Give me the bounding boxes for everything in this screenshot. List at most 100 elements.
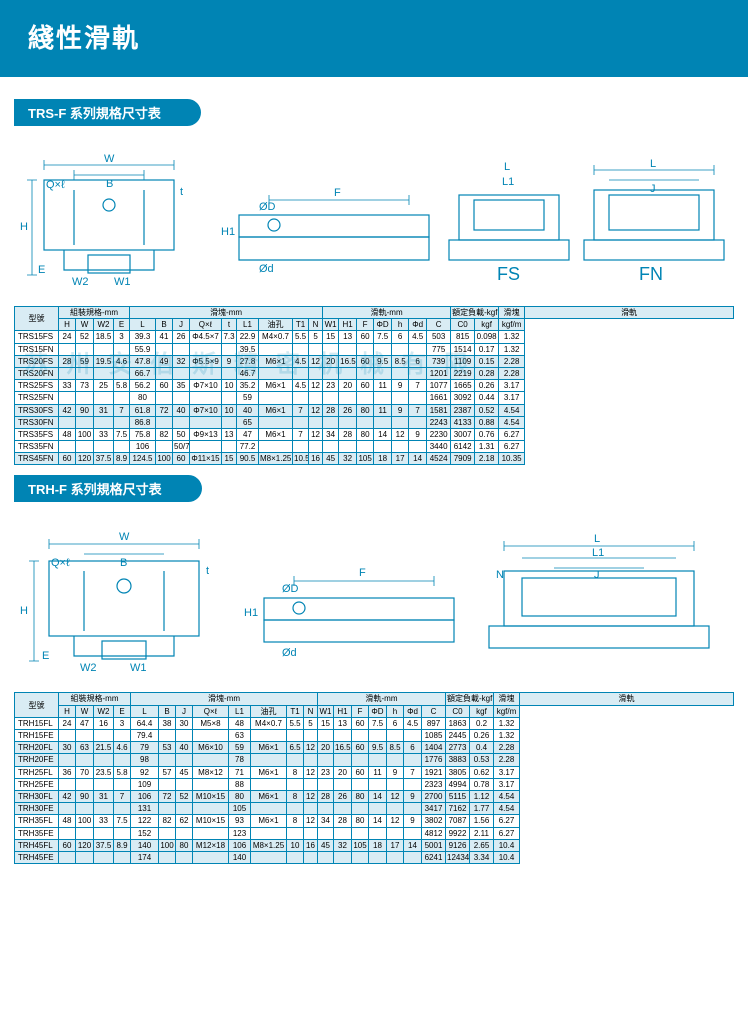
data-cell	[323, 392, 339, 404]
data-cell: 16	[304, 839, 318, 851]
data-cell	[94, 416, 114, 428]
data-cell	[190, 343, 222, 355]
table-row: TRS20FN66.746.7120122190.282.28	[15, 367, 734, 379]
data-cell: 20	[339, 380, 357, 392]
data-cell: 9126	[446, 839, 470, 851]
data-cell	[190, 416, 222, 428]
data-cell	[352, 827, 369, 839]
data-cell: 8.5	[392, 355, 409, 367]
model-cell: TRH25FE	[15, 778, 59, 790]
data-cell: 7	[293, 404, 309, 416]
data-cell	[76, 441, 94, 453]
data-cell: 4.6	[114, 355, 130, 367]
data-cell	[334, 827, 352, 839]
data-cell: 50	[173, 428, 190, 440]
svg-text:J: J	[650, 183, 656, 195]
data-cell: 23	[318, 766, 334, 778]
data-cell	[404, 827, 422, 839]
data-cell	[357, 416, 374, 428]
data-cell	[59, 730, 76, 742]
data-cell: 11	[369, 766, 387, 778]
data-cell: 1077	[427, 380, 451, 392]
data-cell: 1.32	[494, 717, 520, 729]
table-row: TRH25FL367023.55.8925745M8×1271M6×181223…	[15, 766, 734, 778]
data-cell	[374, 367, 392, 379]
data-cell: 80	[352, 790, 369, 802]
data-cell: 105	[357, 453, 374, 465]
data-cell: 23.5	[94, 766, 114, 778]
data-cell: 63	[76, 742, 94, 754]
data-cell	[374, 343, 392, 355]
data-cell: 40	[176, 742, 193, 754]
data-cell: 2.18	[475, 453, 499, 465]
col-header: kgf	[470, 705, 494, 717]
col-header: h	[387, 705, 404, 717]
col-header: W2	[94, 705, 114, 717]
data-cell: 16.5	[339, 355, 357, 367]
svg-text:Ød: Ød	[259, 263, 274, 275]
svg-text:W2: W2	[80, 662, 97, 674]
data-cell	[318, 778, 334, 790]
data-cell	[287, 827, 304, 839]
data-cell: 41	[156, 331, 173, 343]
svg-text:J: J	[594, 569, 600, 581]
data-cell: 12	[309, 355, 323, 367]
data-cell: 9	[222, 355, 237, 367]
data-cell	[193, 754, 229, 766]
table-row: TRH25FE10988232349940.783.17	[15, 778, 734, 790]
data-cell: M6×1	[251, 815, 287, 827]
data-cell	[357, 392, 374, 404]
data-cell: 5115	[446, 790, 470, 802]
data-cell: 1.56	[470, 815, 494, 827]
data-cell: 4133	[451, 416, 475, 428]
data-cell	[94, 803, 114, 815]
model-cell: TRH45FE	[15, 851, 59, 863]
data-cell: 17	[387, 839, 404, 851]
data-cell	[222, 343, 237, 355]
data-cell	[251, 778, 287, 790]
data-cell: 9	[392, 380, 409, 392]
data-cell: 80	[357, 404, 374, 416]
data-cell: 24	[59, 331, 76, 343]
data-cell: 1109	[451, 355, 475, 367]
data-cell: 36	[59, 766, 76, 778]
data-cell: 5.8	[114, 766, 131, 778]
data-cell	[293, 416, 309, 428]
model-cell: TRH35FL	[15, 815, 59, 827]
data-cell	[334, 851, 352, 863]
data-cell	[76, 754, 94, 766]
data-cell: 3.34	[470, 851, 494, 863]
data-cell: 53	[159, 742, 176, 754]
data-cell: 25	[94, 380, 114, 392]
data-cell: 60	[352, 766, 369, 778]
data-cell: 80	[130, 392, 156, 404]
data-cell	[287, 778, 304, 790]
data-cell: 13	[334, 717, 352, 729]
data-cell: 7	[114, 790, 131, 802]
data-cell	[76, 367, 94, 379]
data-cell: 14	[374, 428, 392, 440]
data-cell: 66.7	[130, 367, 156, 379]
data-cell	[156, 416, 173, 428]
data-cell: M8×12	[193, 766, 229, 778]
data-cell	[309, 392, 323, 404]
data-cell	[259, 392, 293, 404]
data-cell: 46.7	[237, 367, 259, 379]
data-cell	[156, 441, 173, 453]
data-cell	[159, 730, 176, 742]
svg-text:W: W	[104, 153, 115, 165]
data-cell: 23	[323, 380, 339, 392]
data-cell: 1.12	[470, 790, 494, 802]
col-header: H	[59, 319, 76, 331]
data-cell: 3092	[451, 392, 475, 404]
data-cell	[173, 343, 190, 355]
data-cell: 16	[94, 717, 114, 729]
table-row: TRH35FL48100337.51228262M10×1593M6×18123…	[15, 815, 734, 827]
col-header: N	[309, 319, 323, 331]
data-cell	[318, 754, 334, 766]
data-cell: 100	[76, 815, 94, 827]
data-cell: 100	[156, 453, 173, 465]
data-cell: 6.27	[499, 441, 525, 453]
data-cell	[94, 754, 114, 766]
data-cell	[409, 441, 427, 453]
